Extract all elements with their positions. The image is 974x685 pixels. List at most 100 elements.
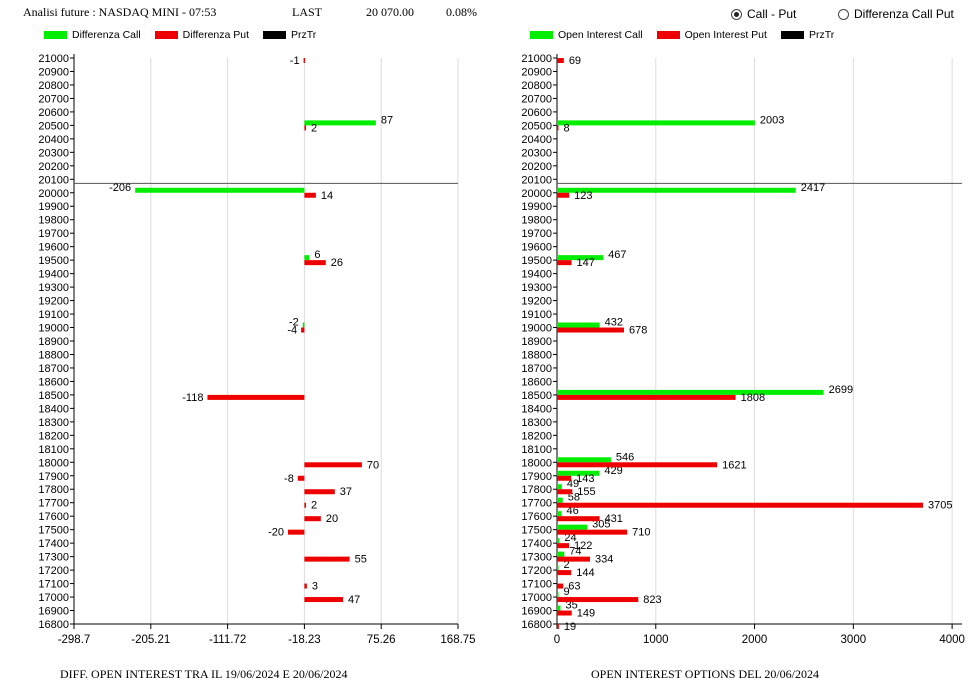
- data-label: 8: [564, 122, 570, 134]
- radio-differenza-call-put[interactable]: Differenza Call Put: [838, 7, 954, 21]
- x-tick-label: -298.7: [58, 634, 91, 646]
- x-tick-label: 168.75: [440, 634, 475, 646]
- data-label: -2: [289, 317, 299, 329]
- bar-put: [557, 529, 628, 535]
- bar-put: [557, 327, 624, 333]
- change-percent: 0.08%: [446, 5, 477, 19]
- data-label: 49: [567, 478, 579, 490]
- data-label: 2: [311, 500, 317, 512]
- data-label: 1808: [741, 392, 765, 404]
- data-label: 9: [564, 586, 570, 598]
- y-tick-label: 16800: [521, 619, 552, 631]
- legend-swatch-prztr: [780, 31, 804, 39]
- bar-put: [557, 516, 600, 522]
- data-label: 26: [331, 257, 343, 269]
- bar-call: [557, 524, 588, 530]
- bar-put: [304, 556, 350, 562]
- bar-call: [557, 551, 565, 557]
- y-tick-label: 18700: [521, 363, 552, 375]
- x-tick-label: -111.72: [209, 634, 246, 646]
- legend-right: Open Interest Call Open Interest Put Prz…: [530, 29, 848, 41]
- bar-call: [557, 457, 611, 463]
- y-tick-label: 17700: [521, 498, 552, 510]
- data-label: 678: [629, 325, 647, 337]
- data-label: 6: [314, 249, 320, 261]
- data-label: 20: [326, 513, 338, 525]
- x-tick-label: -18.23: [288, 634, 321, 646]
- data-label: 2: [311, 122, 317, 134]
- y-tick-label: 17200: [521, 565, 552, 577]
- y-tick-label: 18700: [38, 363, 69, 375]
- y-tick-label: 20700: [38, 93, 69, 105]
- legend-label: Open Interest Put: [684, 29, 767, 41]
- data-label: -20: [268, 527, 284, 539]
- page-title: Analisi future : NASDAQ MINI - 07:53: [23, 5, 217, 19]
- data-label: 122: [574, 540, 592, 552]
- bar-put: [557, 260, 572, 266]
- y-tick-label: 17200: [38, 565, 69, 577]
- y-tick-label: 16800: [38, 619, 69, 631]
- y-tick-label: 20800: [521, 80, 552, 92]
- data-label: 143: [576, 473, 594, 485]
- radio-call-put[interactable]: Call - Put: [731, 7, 796, 21]
- data-label: 467: [608, 249, 626, 261]
- y-tick-label: 17400: [38, 538, 69, 550]
- y-tick-label: 17000: [38, 592, 69, 604]
- bar-put: [557, 624, 559, 629]
- x-tick-label: 4000: [939, 634, 965, 646]
- y-tick-label: 20900: [38, 66, 69, 78]
- data-label: -206: [109, 182, 131, 194]
- y-tick-label: 16900: [38, 606, 69, 618]
- y-tick-label: 17700: [38, 498, 69, 510]
- bar-call: [135, 187, 305, 193]
- y-tick-label: 19000: [38, 323, 69, 335]
- legend-label: PrzTr: [291, 29, 317, 41]
- y-tick-label: 18100: [521, 444, 552, 456]
- bar-put: [304, 502, 307, 508]
- y-tick-label: 20900: [521, 66, 552, 78]
- data-label: 3705: [928, 500, 952, 512]
- y-tick-label: 20000: [521, 188, 552, 200]
- y-tick-label: 20200: [521, 161, 552, 173]
- y-tick-label: 21000: [38, 53, 69, 65]
- y-tick-label: 17400: [521, 538, 552, 550]
- y-tick-label: 17100: [38, 579, 69, 591]
- y-tick-label: 20300: [521, 147, 552, 159]
- bar-put: [304, 583, 307, 589]
- bar-put: [303, 58, 306, 63]
- bar-put: [304, 192, 316, 198]
- legend-swatch-call: [530, 31, 553, 39]
- y-tick-label: 16900: [521, 606, 552, 618]
- y-tick-label: 19500: [38, 255, 69, 267]
- bar-call: [557, 389, 824, 395]
- last-label: LAST: [292, 5, 322, 19]
- legend-swatch-put: [656, 31, 680, 39]
- y-tick-label: 18800: [38, 349, 69, 361]
- bar-call: [557, 484, 562, 490]
- y-tick-label: 20300: [38, 147, 69, 159]
- data-label: 144: [576, 567, 594, 579]
- y-tick-label: 19000: [521, 323, 552, 335]
- y-tick-label: 18800: [521, 349, 552, 361]
- y-tick-label: 18600: [38, 376, 69, 388]
- bar-put: [304, 462, 362, 468]
- y-tick-label: 17100: [521, 579, 552, 591]
- y-tick-label: 19700: [38, 228, 69, 240]
- data-label: 46: [567, 505, 579, 517]
- bar-put: [557, 556, 590, 562]
- data-label: 2417: [801, 182, 825, 194]
- y-tick-label: 19400: [38, 269, 69, 281]
- data-label: 123: [574, 190, 592, 202]
- y-tick-label: 19600: [521, 242, 552, 254]
- bar-put: [304, 260, 326, 266]
- bar-call: [557, 187, 796, 193]
- y-tick-label: 19600: [38, 242, 69, 254]
- bar-put: [557, 489, 573, 495]
- legend-swatch-put: [154, 31, 178, 39]
- bar-put: [557, 543, 570, 549]
- bar-put: [287, 529, 305, 535]
- data-label: 823: [643, 594, 661, 606]
- y-tick-label: 20100: [38, 174, 69, 186]
- y-tick-label: 20800: [38, 80, 69, 92]
